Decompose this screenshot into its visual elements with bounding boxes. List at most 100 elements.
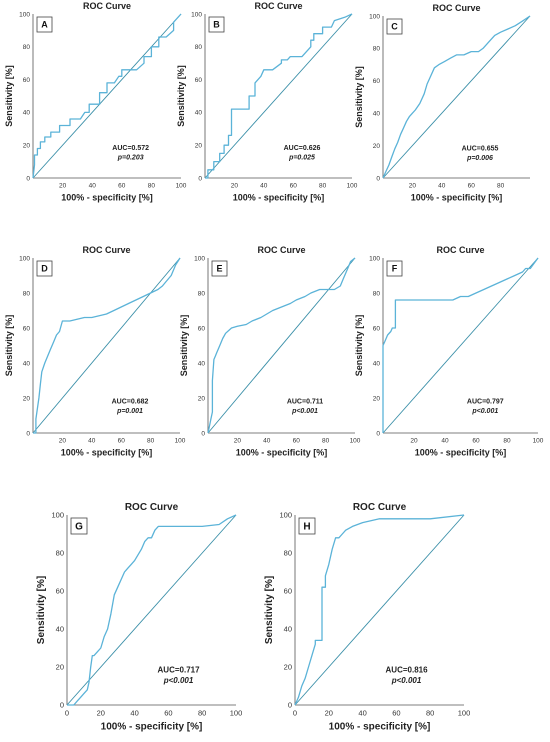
auc-label: AUC=0.626 (284, 145, 321, 152)
x-axis-label: 100% - specificity [%] (101, 722, 203, 733)
roc-panel-e: ROC Curve E 0 20 40 60 80 100 20 40 60 80 100 100% - … (179, 245, 361, 458)
y-tick-label: 60 (23, 325, 31, 332)
x-tick-label: 100 (350, 438, 361, 445)
x-tick-label: 40 (441, 438, 449, 445)
y-tick-label: 40 (373, 360, 381, 367)
p-value-label: p=0.203 (117, 155, 144, 162)
y-tick-label: 100 (51, 511, 64, 520)
reference-diagonal-line (294, 514, 465, 706)
y-tick-label: 0 (26, 430, 30, 437)
roc-curve-line (32, 13, 182, 179)
chart-title: ROC Curve (82, 245, 130, 255)
panel-letter: H (303, 522, 310, 533)
roc-panel-h: ROC Curve H 0 20 40 60 80 100 0 20 40 60 80 100 100% -… (264, 502, 471, 733)
y-axis-label: Sensitivity [%] (354, 66, 364, 128)
x-tick-label: 80 (497, 183, 505, 190)
y-tick-label: 40 (195, 110, 203, 117)
x-tick-label: 100 (230, 709, 243, 718)
auc-label: AUC=0.816 (386, 666, 429, 675)
x-tick-label: 60 (472, 438, 480, 445)
y-tick-label: 100 (279, 511, 292, 520)
panel-letter-box (298, 517, 316, 535)
chart-title: ROC Curve (125, 502, 179, 513)
y-tick-label: 60 (23, 77, 31, 84)
y-tick-label: 20 (23, 142, 31, 149)
x-tick-label: 40 (358, 709, 366, 718)
x-tick-label: 100 (175, 438, 186, 445)
reference-diagonal-line (382, 15, 531, 179)
y-tick-label: 0 (201, 430, 205, 437)
p-value-label: p<0.001 (163, 676, 194, 685)
x-tick-label: 40 (438, 183, 446, 190)
reference-diagonal-line (32, 257, 181, 434)
auc-label: AUC=0.797 (467, 398, 504, 405)
panel-letter: A (41, 20, 48, 30)
x-axis-label: 100% - specificity [%] (415, 448, 507, 458)
reference-diagonal-line (32, 13, 182, 179)
chart-title: ROC Curve (83, 1, 131, 11)
x-tick-label: 20 (409, 183, 417, 190)
x-tick-label: 20 (59, 438, 67, 445)
chart-title: ROC Curve (436, 245, 484, 255)
x-tick-label: 60 (392, 709, 400, 718)
x-tick-label: 100 (533, 438, 544, 445)
y-axis-label: Sensitivity [%] (179, 315, 189, 377)
y-tick-label: 60 (198, 325, 206, 332)
y-tick-label: 0 (376, 175, 380, 182)
roc-panel-g: ROC Curve G 0 20 40 60 80 100 0 20 40 60 80 100 100% -… (36, 502, 243, 733)
x-tick-label: 80 (148, 183, 156, 190)
y-tick-label: 100 (191, 11, 202, 18)
x-axis-label: 100% - specificity [%] (329, 722, 431, 733)
chart-title: ROC Curve (432, 3, 480, 13)
roc-curve-line (33, 257, 181, 434)
panel-letter: C (391, 22, 398, 32)
y-tick-label: 0 (26, 175, 30, 182)
panel-letter: D (41, 264, 48, 274)
y-tick-label: 40 (284, 625, 292, 634)
y-tick-label: 20 (56, 663, 64, 672)
x-tick-label: 80 (426, 709, 434, 718)
y-tick-label: 40 (198, 360, 206, 367)
y-tick-label: 80 (56, 549, 64, 558)
y-tick-label: 40 (23, 360, 31, 367)
y-tick-label: 80 (284, 549, 292, 558)
x-axis-label: 100% - specificity [%] (233, 193, 325, 203)
y-tick-label: 0 (288, 701, 292, 710)
roc-panel-a: ROC Curve A 0 20 40 60 80 100 20 40 60 80 100 100% - … (4, 1, 187, 203)
y-tick-label: 60 (373, 78, 381, 85)
x-axis-label: 100% - specificity [%] (236, 448, 328, 458)
y-tick-label: 40 (23, 110, 31, 117)
roc-curve-line (382, 257, 539, 433)
auc-label: AUC=0.711 (287, 398, 323, 405)
x-axis-label: 100% - specificity [%] (61, 448, 153, 458)
reference-diagonal-line (204, 13, 353, 179)
x-tick-label: 40 (130, 709, 138, 718)
y-tick-label: 100 (19, 255, 30, 262)
y-tick-label: 20 (23, 395, 31, 402)
x-tick-label: 40 (88, 438, 96, 445)
reference-diagonal-line (207, 257, 356, 434)
x-tick-label: 20 (410, 438, 418, 445)
y-tick-label: 60 (373, 325, 381, 332)
y-tick-label: 100 (369, 255, 380, 262)
reference-diagonal-line (66, 514, 237, 706)
p-value-label: p=0.001 (116, 408, 143, 415)
x-tick-label: 80 (322, 438, 330, 445)
chart-title: ROC Curve (353, 502, 407, 513)
p-value-label: p<0.001 (391, 676, 422, 685)
y-axis-label: Sensitivity [%] (176, 65, 186, 127)
y-tick-label: 0 (60, 701, 64, 710)
chart-title: ROC Curve (257, 245, 305, 255)
x-tick-label: 40 (260, 183, 268, 190)
roc-panel-b: ROC Curve B 0 20 40 60 80 100 20 40 60 80 100 100% - … (176, 1, 358, 203)
y-tick-label: 100 (19, 11, 30, 18)
x-tick-label: 100 (458, 709, 471, 718)
y-tick-label: 80 (373, 46, 381, 53)
y-tick-label: 80 (195, 44, 203, 51)
panel-letter: F (392, 264, 398, 274)
panel-letter: E (216, 264, 222, 274)
x-tick-label: 60 (290, 183, 298, 190)
x-tick-label: 80 (319, 183, 327, 190)
x-tick-label: 60 (293, 438, 301, 445)
